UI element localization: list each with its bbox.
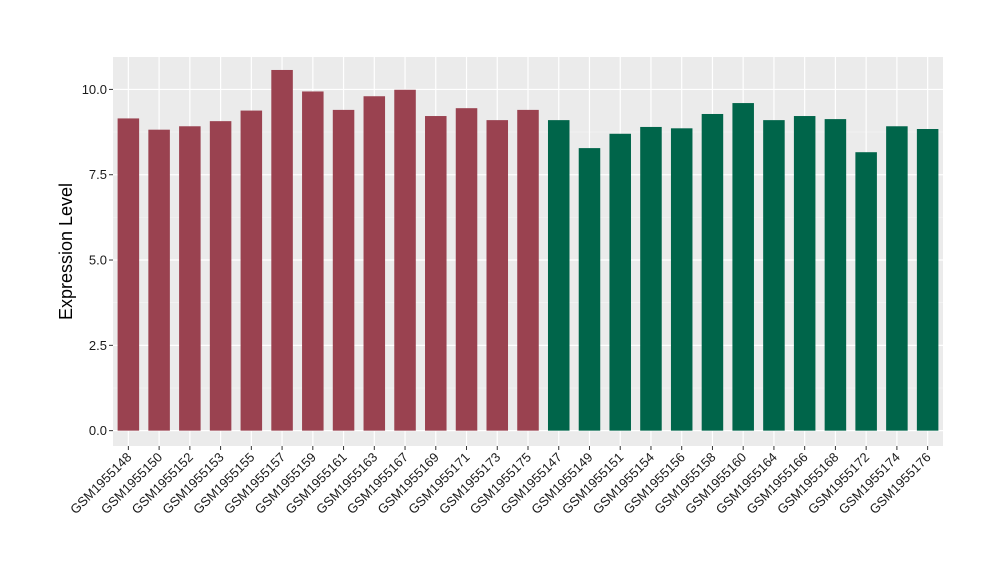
bar-GSM1955157	[271, 69, 293, 431]
bar-GSM1955167	[394, 89, 416, 431]
y-axis-label: Expression Level	[56, 183, 76, 320]
bar-GSM1955173	[486, 120, 509, 431]
bar-GSM1955168	[824, 119, 847, 431]
bar-GSM1955151	[609, 133, 631, 431]
bar-GSM1955174	[886, 126, 908, 431]
bar-GSM1955155	[240, 110, 263, 431]
bar-GSM1955156	[670, 128, 693, 431]
bar-GSM1955149	[578, 148, 601, 431]
bar-GSM1955169	[425, 116, 447, 431]
y-tick-label: 5.0	[89, 253, 107, 268]
bar-GSM1955176	[916, 128, 939, 431]
bar-GSM1955147	[547, 120, 570, 431]
x-axis: GSM1955148GSM1955150GSM1955152GSM1955153…	[67, 446, 934, 517]
bar-GSM1955154	[640, 126, 662, 431]
y-tick-label: 0.0	[89, 423, 107, 438]
y-axis: 0.0 2.5 5.0 7.5 10.0	[82, 82, 113, 438]
bar-GSM1955160	[732, 103, 754, 431]
y-tick-label: 10.0	[82, 82, 107, 97]
bars	[117, 69, 939, 431]
y-tick-label: 2.5	[89, 338, 107, 353]
bar-GSM1955175	[517, 109, 539, 431]
bar-GSM1955172	[855, 152, 877, 431]
bar-GSM1955153	[209, 121, 232, 431]
bar-GSM1955158	[701, 113, 724, 431]
bar-GSM1955166	[793, 116, 816, 431]
bar-GSM1955164	[763, 120, 785, 431]
bar-GSM1955161	[332, 109, 355, 431]
bar-GSM1955150	[148, 129, 170, 431]
bar-GSM1955159	[302, 91, 324, 431]
y-tick-label: 7.5	[89, 167, 107, 182]
bar-GSM1955148	[117, 118, 140, 431]
bar-GSM1955152	[179, 126, 201, 431]
bar-GSM1955171	[455, 108, 478, 431]
bar-GSM1955163	[363, 96, 386, 431]
